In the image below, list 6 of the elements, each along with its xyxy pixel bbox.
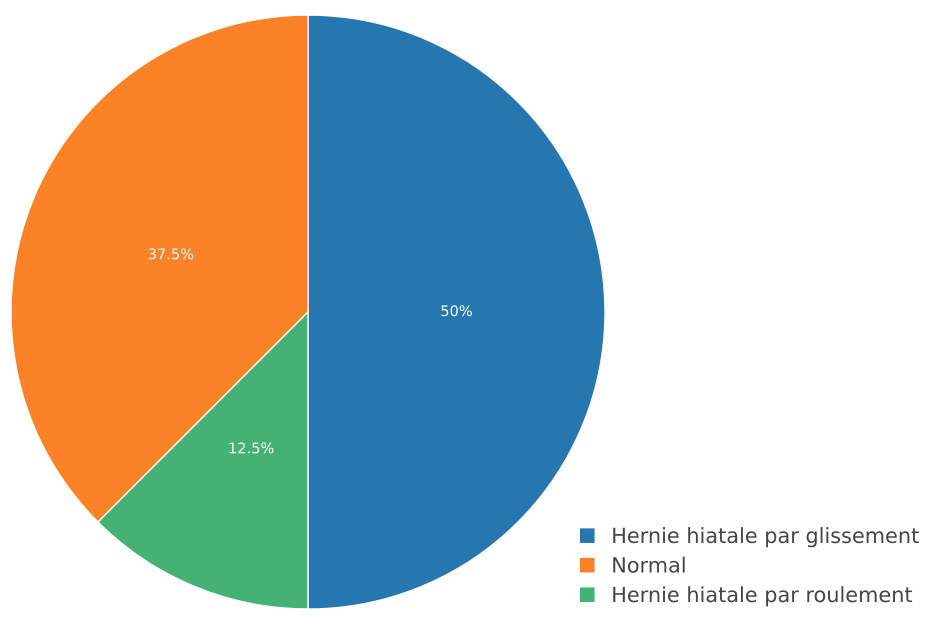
- legend-label: Normal: [613, 556, 685, 573]
- data-label: 37.5%: [148, 248, 194, 260]
- data-label: 50%: [441, 305, 472, 316]
- data-label: 12.5%: [230, 442, 274, 454]
- legend-label: Hernie hiatale par roulement: [613, 586, 912, 606]
- legend-label: Hernie hiatale par glissement: [613, 527, 919, 548]
